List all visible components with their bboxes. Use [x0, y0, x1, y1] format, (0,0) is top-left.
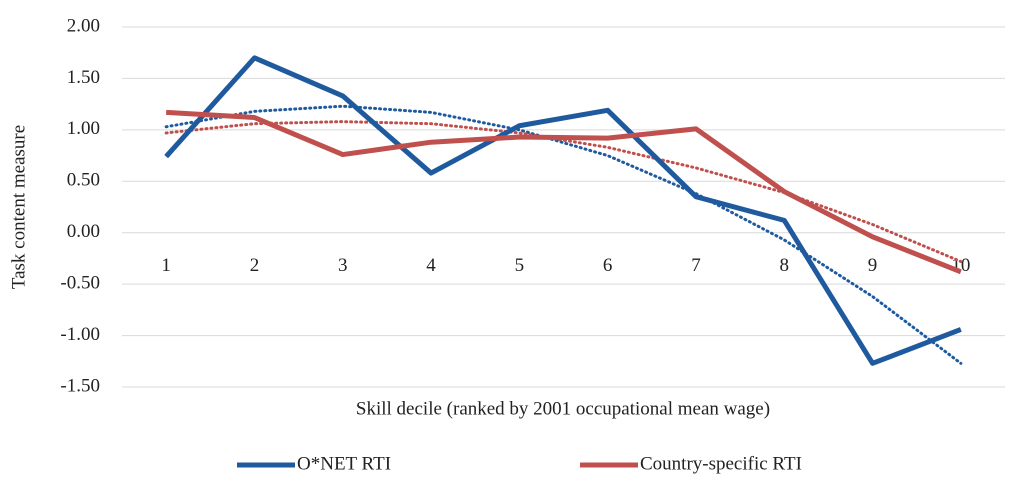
legend-label: Country-specific RTI: [640, 453, 802, 474]
y-tick-label: 1.00: [67, 118, 100, 139]
x-tick-label: 6: [603, 255, 613, 276]
trend-line: [164, 104, 963, 365]
y-tick-label: -1.50: [60, 375, 100, 396]
x-tick-label: 7: [691, 255, 701, 276]
y-tick-label: -1.00: [60, 324, 100, 345]
trend-line: [164, 120, 963, 264]
series-line: [164, 55, 962, 366]
x-tick-label: 4: [426, 255, 436, 276]
x-axis-title: Skill decile (ranked by 2001 occupationa…: [356, 398, 770, 419]
x-tick-label: 10: [951, 255, 970, 276]
x-tick-label: 3: [338, 255, 348, 276]
x-tick-label: 1: [161, 255, 171, 276]
y-tick-label: -0.50: [60, 273, 100, 294]
x-tick-label: 9: [868, 255, 878, 276]
x-tick-label: 8: [780, 255, 790, 276]
y-tick-label: 0.00: [67, 221, 100, 242]
x-tick-label: 2: [250, 255, 260, 276]
y-tick-label: 0.50: [67, 170, 100, 191]
legend-label: O*NET RTI: [297, 453, 391, 474]
series-line: [166, 109, 962, 275]
y-tick-label: 1.50: [67, 67, 100, 88]
y-tick-label: 2.00: [67, 15, 100, 36]
y-axis-title: Task content measure: [8, 125, 29, 289]
x-tick-label: 5: [515, 255, 525, 276]
